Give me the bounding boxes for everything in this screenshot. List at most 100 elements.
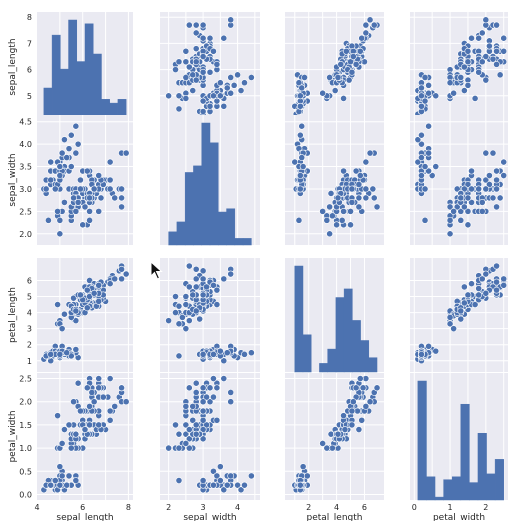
y-tick-label: 2.5 bbox=[19, 375, 32, 384]
scatter-point bbox=[175, 352, 183, 360]
scatter-point bbox=[165, 444, 173, 452]
scatter-point bbox=[478, 58, 486, 66]
scatter-point bbox=[341, 426, 349, 433]
scatter-point bbox=[72, 307, 80, 315]
scatter-point bbox=[47, 176, 55, 184]
scatter-point bbox=[56, 230, 64, 238]
x-axis-label-petal_width: petal_width bbox=[433, 513, 485, 521]
scatter-point bbox=[421, 163, 429, 170]
scatter-point bbox=[70, 294, 77, 302]
scatter-point bbox=[206, 34, 214, 42]
scatter-point bbox=[338, 216, 346, 224]
histogram-bar-sepal_width bbox=[226, 208, 236, 246]
scatter-point bbox=[457, 307, 465, 315]
scatter-point bbox=[210, 92, 217, 100]
scatter-point bbox=[199, 350, 207, 358]
scatter-point bbox=[54, 207, 61, 215]
scatter-point bbox=[493, 60, 500, 68]
scatter-point bbox=[460, 299, 468, 307]
scatter-point bbox=[63, 349, 71, 357]
y-tick-label: 4 bbox=[27, 309, 32, 318]
scatter-point bbox=[482, 185, 490, 193]
y-tick-label: 2.0 bbox=[19, 398, 32, 407]
scatter-point bbox=[500, 281, 508, 289]
scatter-point bbox=[327, 190, 335, 197]
scatter-point bbox=[464, 194, 472, 202]
scatter-point bbox=[192, 421, 200, 429]
scatter-point bbox=[182, 74, 190, 81]
scatter-point bbox=[70, 194, 77, 202]
scatter-point bbox=[220, 102, 228, 110]
scatter-point bbox=[196, 315, 204, 323]
scatter-point bbox=[42, 185, 50, 193]
scatter-point bbox=[496, 194, 504, 202]
scatter-point bbox=[45, 216, 52, 224]
scatter-point bbox=[199, 398, 207, 406]
scatter-point bbox=[460, 203, 468, 211]
y-axis-label-sepal_width: sepal_width bbox=[8, 153, 18, 206]
scatter-point bbox=[210, 481, 217, 489]
x-tick-label: 6 bbox=[362, 503, 367, 512]
scatter-point bbox=[414, 158, 422, 166]
histogram-bar-sepal_length bbox=[76, 61, 86, 123]
scatter-point bbox=[86, 216, 93, 224]
scatter-point bbox=[72, 430, 80, 438]
scatter-point bbox=[106, 158, 114, 166]
scatter-point bbox=[185, 435, 193, 443]
histogram-bar-petal_width bbox=[426, 476, 436, 501]
scatter-point bbox=[464, 47, 472, 55]
scatter-point bbox=[340, 412, 347, 420]
scatter-point bbox=[482, 149, 490, 157]
scatter-point bbox=[366, 149, 374, 157]
scatter-point bbox=[72, 477, 80, 484]
scatter-point bbox=[86, 402, 93, 410]
scatter-point bbox=[370, 194, 378, 202]
scatter-point bbox=[418, 131, 425, 139]
scatter-point bbox=[340, 207, 347, 215]
scatter-point bbox=[493, 185, 500, 193]
scatter-point bbox=[199, 426, 207, 433]
scatter-point bbox=[362, 185, 370, 193]
scatter-point bbox=[72, 317, 80, 325]
scatter-point bbox=[355, 426, 363, 433]
y-tick-label: 2.5 bbox=[19, 207, 32, 216]
scatter-point bbox=[216, 92, 224, 100]
x-tick-label: 4 bbox=[334, 503, 339, 512]
scatter-point bbox=[296, 92, 304, 100]
scatter-point bbox=[234, 481, 241, 489]
scatter-point bbox=[319, 207, 327, 215]
scatter-point bbox=[86, 194, 93, 202]
scatter-point bbox=[165, 317, 173, 325]
scatter-point bbox=[111, 194, 119, 202]
scatter-point bbox=[182, 440, 190, 447]
scatter-point bbox=[95, 297, 103, 305]
histogram-bar-sepal_width bbox=[242, 238, 252, 246]
scatter-point bbox=[182, 325, 190, 333]
y-tick-label: 3 bbox=[27, 325, 32, 334]
scatter-point bbox=[56, 350, 64, 358]
scatter-point bbox=[425, 167, 432, 175]
scatter-point bbox=[206, 102, 214, 110]
scatter-point bbox=[189, 402, 197, 410]
scatter-point bbox=[88, 389, 96, 396]
scatter-point bbox=[464, 58, 472, 66]
scatter-point bbox=[500, 34, 508, 42]
scatter-point bbox=[464, 207, 472, 215]
scatter-point bbox=[319, 89, 327, 97]
scatter-point bbox=[54, 412, 61, 420]
scatter-point bbox=[51, 477, 59, 484]
scatter-point bbox=[369, 185, 377, 193]
scatter-point bbox=[425, 122, 432, 130]
scatter-point bbox=[227, 16, 235, 24]
histogram-bar-petal_length bbox=[294, 265, 304, 373]
scatter-point bbox=[323, 216, 331, 224]
scatter-point bbox=[362, 21, 370, 29]
scatter-point bbox=[192, 45, 200, 53]
scatter-point bbox=[468, 185, 475, 193]
scatter-point bbox=[352, 384, 360, 392]
scatter-point bbox=[192, 389, 200, 396]
scatter-point bbox=[358, 416, 366, 424]
scatter-point bbox=[213, 384, 221, 392]
scatter-point bbox=[478, 275, 486, 283]
histogram-bar-sepal_width bbox=[201, 122, 211, 246]
